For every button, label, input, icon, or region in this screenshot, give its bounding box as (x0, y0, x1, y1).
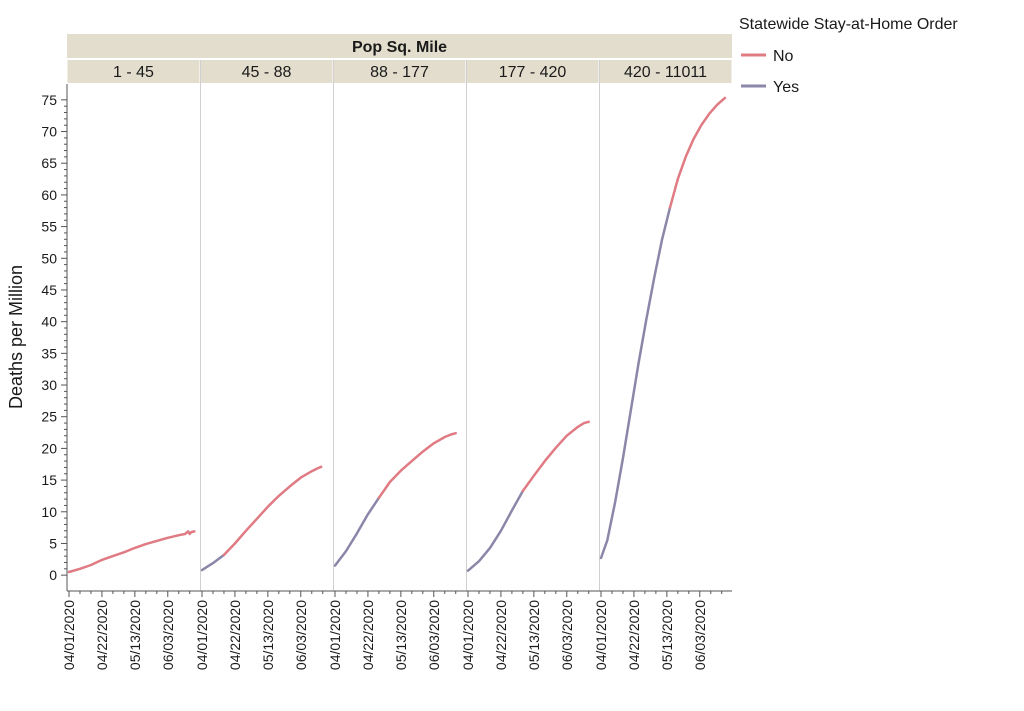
y-tick-label: 45 (41, 282, 57, 298)
x-tick-label: 04/22/2020 (626, 600, 642, 670)
series-line-yes (333, 496, 381, 567)
series-line-yes (466, 489, 525, 572)
x-tick-label: 04/22/2020 (94, 600, 110, 670)
x-tick-label: 04/01/2020 (460, 600, 476, 670)
series-line-no (668, 96, 727, 209)
y-tick-label: 40 (41, 314, 57, 330)
x-tick-label: 04/01/2020 (327, 600, 343, 670)
x-tick-label: 06/03/2020 (559, 600, 575, 670)
y-tick-label: 50 (41, 250, 57, 266)
y-tick-label: 70 (41, 124, 57, 140)
y-tick-label: 10 (41, 504, 57, 520)
y-tick-label: 0 (49, 567, 57, 583)
panel-5: 04/01/2020 04/22/2020 05/13/2020 06/03/2020 (593, 60, 732, 670)
panel-label-4: 177 - 420 (499, 64, 567, 81)
x-tick-label: 04/22/2020 (493, 600, 509, 670)
series-line-no (222, 465, 323, 557)
facet-group-header (67, 34, 732, 58)
x-tick-label: 05/13/2020 (260, 600, 276, 670)
legend-title: Statewide Stay-at-Home Order (739, 16, 958, 33)
x-tick-label: 04/01/2020 (194, 600, 210, 670)
panel-header-3 (333, 60, 466, 83)
x-tick-label: 05/13/2020 (526, 600, 542, 670)
y-axis: 0 5 10 15 20 25 30 35 40 45 50 55 60 65 70 75 (41, 84, 68, 591)
panel-label-5: 420 - 11011 (624, 64, 707, 81)
panel-header-2 (200, 60, 333, 83)
panel-label-3: 88 - 177 (370, 64, 429, 81)
y-tick-label: 5 (49, 535, 57, 551)
panel-3: 04/01/2020 04/22/2020 05/13/2020 06/03/2020 (327, 60, 466, 670)
x-tick-label: 06/03/2020 (692, 600, 708, 670)
facet-group-title: Pop Sq. Mile (352, 39, 447, 56)
y-tick-label: 60 (41, 187, 57, 203)
y-tick-label: 75 (41, 92, 57, 108)
x-tick-label: 05/13/2020 (659, 600, 675, 670)
x-tick-label: 05/13/2020 (127, 600, 143, 670)
y-tick-label: 35 (41, 345, 57, 361)
y-tick-label: 65 (41, 155, 57, 171)
legend-label-no: No (773, 48, 794, 65)
panel-label-2: 45 - 88 (242, 64, 292, 81)
x-tick-label: 06/03/2020 (160, 600, 176, 670)
x-tick-label: 06/03/2020 (426, 600, 442, 670)
y-axis-title: Deaths per Million (6, 265, 26, 409)
y-tick-label: 30 (41, 377, 57, 393)
panel-header-1 (67, 60, 200, 83)
legend: Statewide Stay-at-Home Order No Yes (739, 16, 958, 96)
x-tick-label: 06/03/2020 (293, 600, 309, 670)
panel-2: 04/01/2020 04/22/2020 05/13/2020 06/03/2020 (194, 60, 333, 670)
panel-header-5 (599, 60, 732, 83)
x-tick-label: 04/01/2020 (61, 600, 77, 670)
panel-1: 04/01/2020 04/22/2020 05/13/2020 06/03/2020 (61, 530, 200, 670)
series-line-yes (200, 553, 226, 572)
x-tick-label: 04/22/2020 (360, 600, 376, 670)
x-tick-label: 04/22/2020 (227, 600, 243, 670)
legend-label-yes: Yes (773, 79, 799, 96)
x-tick-label: 05/13/2020 (393, 600, 409, 670)
panel-4: 04/01/2020 04/22/2020 05/13/2020 06/03/2020 (460, 60, 599, 670)
y-tick-label: 15 (41, 472, 57, 488)
panel-label-1: 1 - 45 (113, 64, 154, 81)
series-line-no (67, 530, 196, 574)
panel-header-4 (466, 60, 599, 83)
y-tick-label: 20 (41, 440, 57, 456)
series-line-no (521, 420, 590, 493)
series-line-no (377, 431, 457, 500)
series-line-yes (599, 206, 672, 560)
y-tick-label: 55 (41, 219, 57, 235)
y-tick-label: 25 (41, 409, 57, 425)
x-tick-label: 04/01/2020 (593, 600, 609, 670)
